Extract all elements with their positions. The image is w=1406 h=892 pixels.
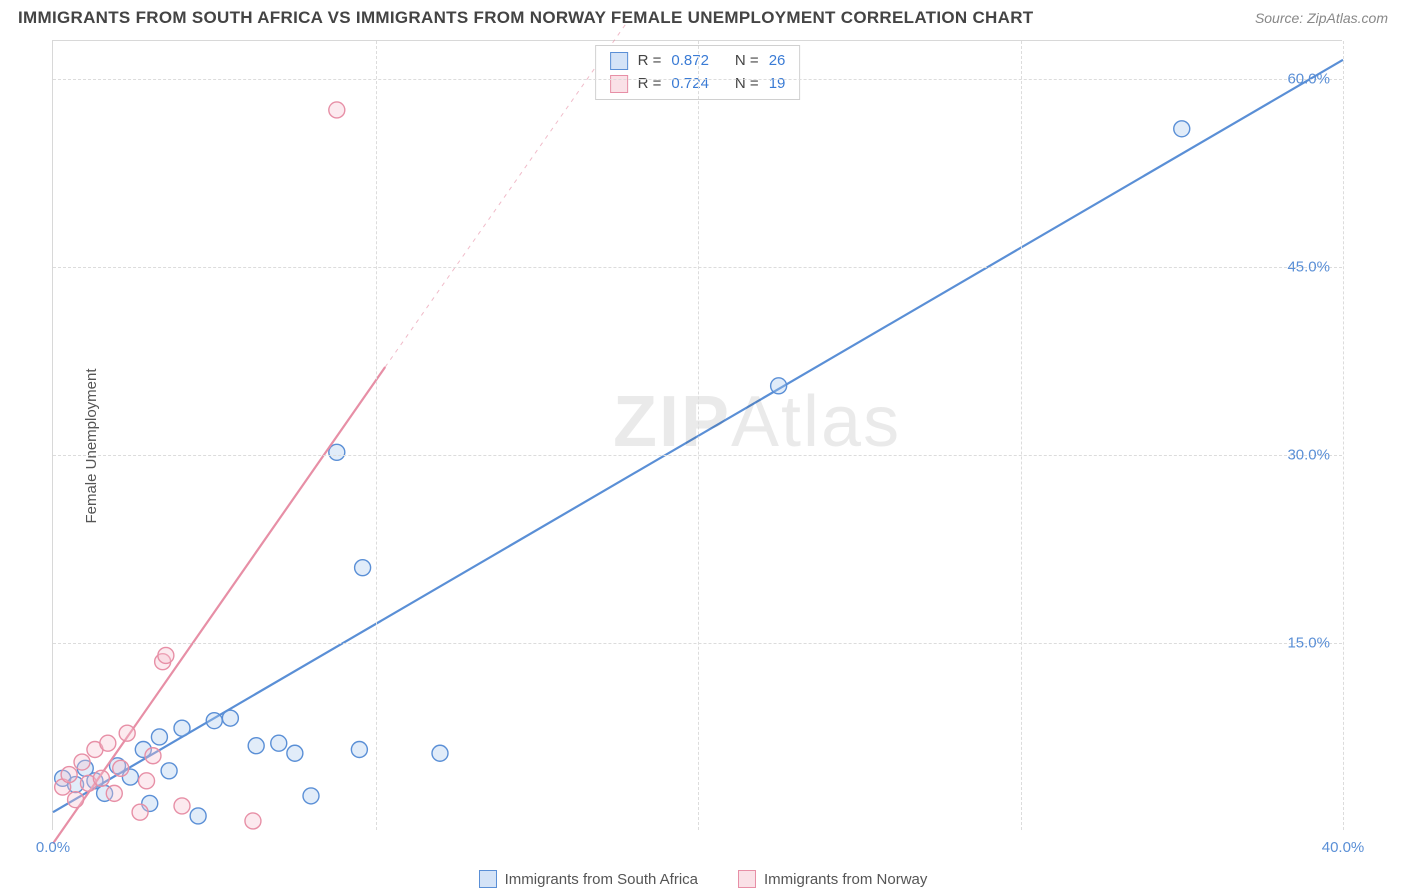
data-point — [222, 710, 238, 726]
r-value: 0.724 — [671, 73, 709, 96]
data-point — [190, 808, 206, 824]
source-attribution: Source: ZipAtlas.com — [1255, 10, 1388, 26]
n-value: 19 — [769, 73, 786, 96]
data-point — [206, 713, 222, 729]
data-point — [161, 763, 177, 779]
data-point — [151, 729, 167, 745]
n-value: 26 — [769, 50, 786, 73]
legend-swatch — [610, 52, 628, 70]
gridline-v — [376, 41, 377, 830]
gridline-v — [1021, 41, 1022, 830]
n-label: N = — [735, 73, 759, 96]
data-point — [132, 804, 148, 820]
data-point — [119, 725, 135, 741]
y-tick-label: 15.0% — [1287, 634, 1330, 651]
data-point — [355, 560, 371, 576]
legend-swatch — [610, 75, 628, 93]
title-bar: IMMIGRANTS FROM SOUTH AFRICA VS IMMIGRAN… — [0, 0, 1406, 34]
data-point — [771, 378, 787, 394]
y-tick-label: 30.0% — [1287, 446, 1330, 463]
data-point — [158, 647, 174, 663]
legend-label: Immigrants from South Africa — [505, 871, 698, 888]
data-point — [329, 102, 345, 118]
r-label: R = — [638, 73, 662, 96]
legend-item: Immigrants from Norway — [738, 870, 927, 888]
data-point — [93, 770, 109, 786]
x-tick-label: 0.0% — [36, 839, 70, 856]
y-tick-label: 60.0% — [1287, 70, 1330, 87]
data-point — [100, 735, 116, 751]
plot-area: R =0.872N =26R =0.724N =19 ZIPAtlas 15.0… — [52, 40, 1342, 830]
data-point — [248, 738, 264, 754]
legend-item: Immigrants from South Africa — [479, 870, 698, 888]
data-point — [174, 798, 190, 814]
data-point — [245, 813, 261, 829]
legend-swatch — [738, 870, 756, 888]
data-point — [287, 745, 303, 761]
series-legend: Immigrants from South Africa Immigrants f… — [0, 870, 1406, 888]
chart-title: IMMIGRANTS FROM SOUTH AFRICA VS IMMIGRAN… — [18, 8, 1033, 28]
data-point — [61, 767, 77, 783]
data-point — [174, 720, 190, 736]
trend-line-dashed — [385, 22, 627, 367]
data-point — [113, 760, 129, 776]
y-tick-label: 45.0% — [1287, 258, 1330, 275]
x-tick-label: 40.0% — [1322, 839, 1365, 856]
data-point — [1174, 121, 1190, 137]
r-value: 0.872 — [671, 50, 709, 73]
data-point — [68, 792, 84, 808]
data-point — [74, 754, 90, 770]
data-point — [106, 785, 122, 801]
gridline-v — [1343, 41, 1344, 830]
legend-swatch — [479, 870, 497, 888]
r-label: R = — [638, 50, 662, 73]
legend-label: Immigrants from Norway — [764, 871, 927, 888]
data-point — [351, 741, 367, 757]
data-point — [145, 748, 161, 764]
data-point — [271, 735, 287, 751]
gridline-v — [698, 41, 699, 830]
data-point — [329, 444, 345, 460]
data-point — [303, 788, 319, 804]
data-point — [139, 773, 155, 789]
n-label: N = — [735, 50, 759, 73]
data-point — [432, 745, 448, 761]
